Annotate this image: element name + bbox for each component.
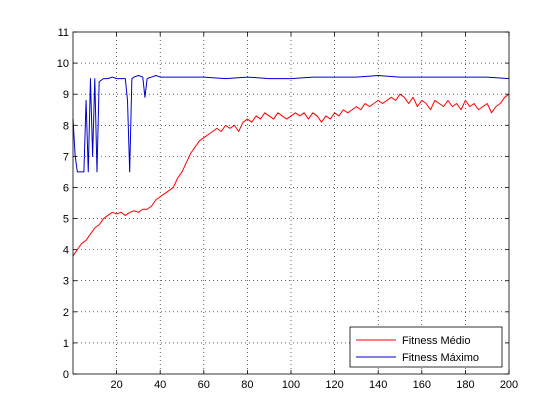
legend-label-fitness-maximo: Fitness Máximo (402, 352, 479, 364)
legend-box (349, 326, 503, 368)
y-tick-label: 6 (63, 182, 69, 194)
legend-label-fitness-medio: Fitness Médio (402, 335, 470, 347)
y-tick-label: 7 (63, 151, 69, 163)
y-tick-label: 11 (58, 27, 69, 39)
y-tick-label: 8 (63, 120, 69, 132)
grid (73, 32, 509, 374)
y-tick-label: 2 (63, 307, 69, 319)
y-tick-label: 9 (63, 89, 69, 101)
y-tick-label: 10 (57, 58, 69, 70)
y-tick-label: 3 (63, 276, 69, 288)
series-line-fitness-maximo (72, 75, 510, 173)
y-tick-label: 5 (63, 214, 69, 226)
x-tick-label: 200 (500, 379, 518, 391)
y-tick-label: 4 (63, 245, 69, 257)
x-tick-label: 80 (241, 379, 253, 391)
y-tick-label: 1 (63, 338, 69, 350)
x-tick-label: 100 (282, 379, 300, 391)
x-tick-label: 140 (369, 379, 387, 391)
x-tick-label: 180 (456, 379, 474, 391)
x-tick-label: 120 (325, 379, 343, 391)
x-tick-label: 160 (413, 379, 431, 391)
axis-ticks: 20 40 60 80 100 120 140 160 180 200 0 1 2 3 4 5 6 7 8 9 10 11 (57, 27, 518, 391)
y-tick-label: 0 (63, 369, 69, 381)
series-lines (72, 75, 510, 257)
x-tick-label: 20 (110, 379, 122, 391)
x-tick-label: 40 (154, 379, 166, 391)
legend: Fitness Médio Fitness Máximo (349, 326, 503, 368)
x-tick-label: 60 (198, 379, 210, 391)
series-line-fitness-medio (72, 93, 510, 257)
plot-area-frame (72, 31, 510, 375)
